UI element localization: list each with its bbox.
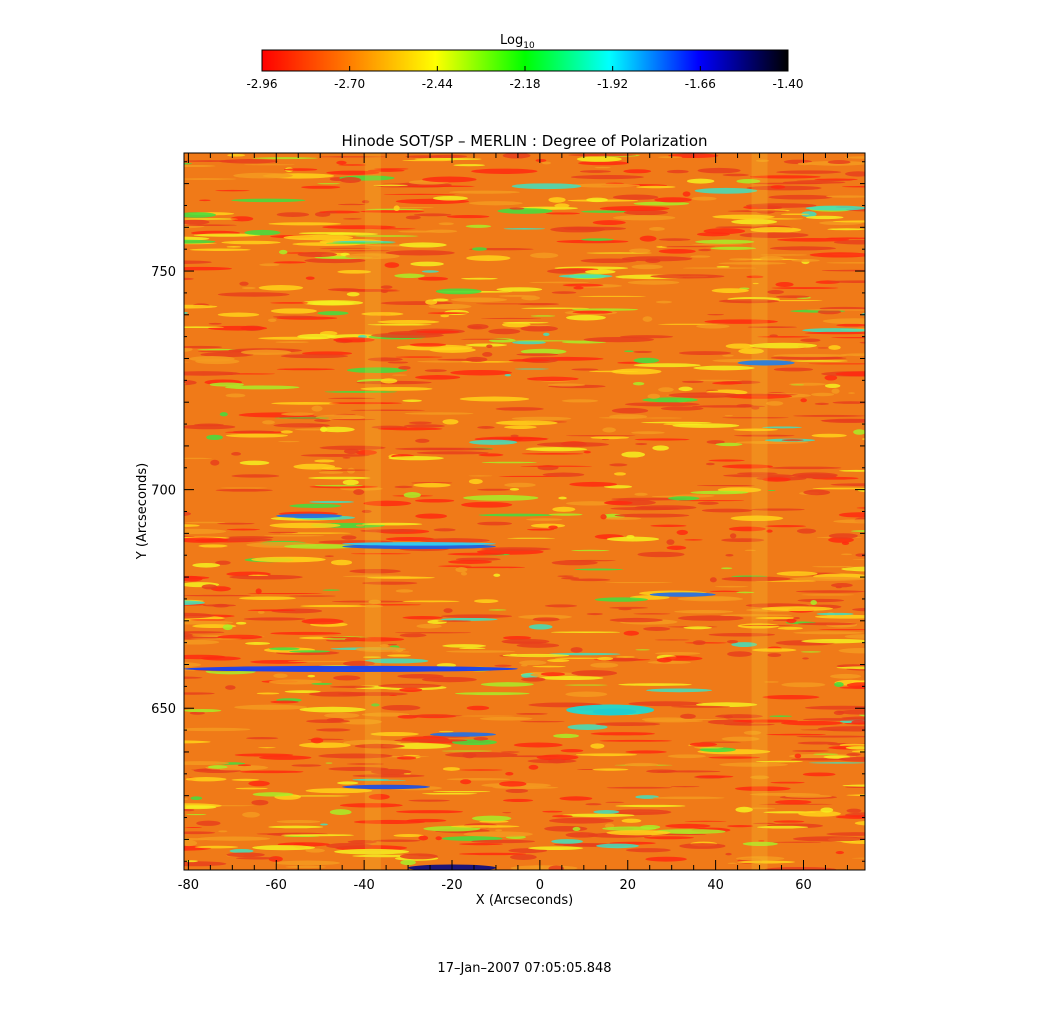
colorbar-tick-label: -2.96 xyxy=(246,77,277,91)
colorbar-ticks: -2.96 -2.70 -2.44 -2.18 -1.92 -1.66 -1.40 xyxy=(246,66,804,91)
colorbar-tick-label: -1.66 xyxy=(685,77,716,91)
x-tick-label: -20 xyxy=(441,878,462,893)
colorbar-tick-label: -1.92 xyxy=(597,77,628,91)
colorbar-tick-label: -2.44 xyxy=(422,77,453,91)
colorbar-tick-label: -2.70 xyxy=(334,77,365,91)
x-tick-label: -60 xyxy=(266,878,287,893)
x-axis: -80 -60 -40 -20 0 20 40 60 xyxy=(178,153,848,893)
x-tick-label: -80 xyxy=(178,878,199,893)
colorbar-tick-label: -1.40 xyxy=(772,77,803,91)
chart-title: Hinode SOT/SP – MERLIN : Degree of Polar… xyxy=(342,132,708,150)
x-tick-label: -40 xyxy=(354,878,375,893)
colorbar: Log10 -2.96 -2.70 -2.44 -2.18 -1.92 -1.66 -1.4… xyxy=(246,33,803,91)
x-tick-label: 20 xyxy=(619,878,636,893)
colorbar-tick-label: -2.18 xyxy=(509,77,540,91)
y-tick-label: 700 xyxy=(151,484,176,499)
x-tick-label: 40 xyxy=(707,878,724,893)
timestamp: 17–Jan–2007 07:05:05.848 xyxy=(437,961,612,976)
y-axis: 650 700 750 xyxy=(151,161,865,862)
heatmap-image xyxy=(184,153,865,870)
y-tick-label: 750 xyxy=(151,265,176,280)
colorbar-label: Log10 xyxy=(500,33,535,51)
y-axis-label: Y (Arcseconds) xyxy=(135,463,150,560)
x-axis-label: X (Arcseconds) xyxy=(476,893,573,908)
x-tick-label: 0 xyxy=(536,878,544,893)
x-tick-label: 60 xyxy=(795,878,812,893)
y-tick-label: 650 xyxy=(151,702,176,717)
